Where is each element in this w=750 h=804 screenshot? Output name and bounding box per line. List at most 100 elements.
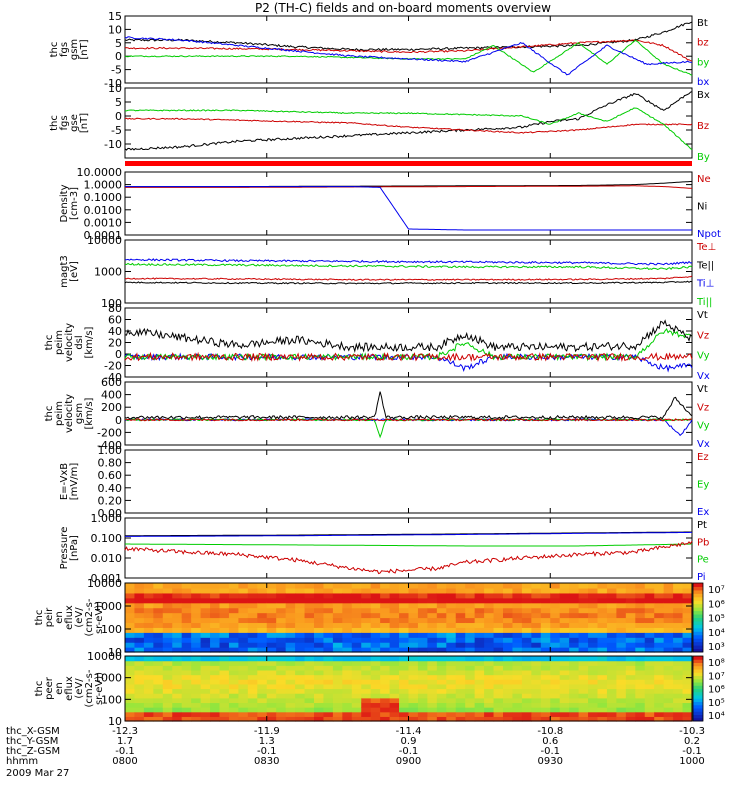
heatmap-cell: [342, 693, 353, 699]
heatmap-cell: [295, 711, 306, 717]
y-axis-label: eflux: [64, 676, 75, 701]
heatmap-cell: [540, 602, 551, 609]
heatmap-cell: [342, 592, 353, 599]
heatmap-cell: [323, 592, 334, 599]
heatmap-cell: [635, 660, 646, 666]
heatmap-cell: [446, 693, 457, 699]
heatmap-cell: [559, 583, 570, 589]
x-axis-row-label: thc_Y-GSM: [6, 736, 58, 747]
heatmap-cell: [474, 642, 485, 648]
heatmap-cell: [417, 711, 428, 717]
heatmap-cell: [465, 697, 476, 704]
heatmap-cell: [332, 627, 343, 633]
heatmap-cell: [606, 587, 617, 594]
heatmap-cell: [606, 656, 617, 662]
heatmap-cell: [332, 683, 343, 690]
x-axis-value: 0.2: [684, 736, 700, 747]
heatmap-cell: [162, 716, 173, 722]
heatmap-cell: [295, 674, 306, 680]
heatmap-cell: [606, 660, 617, 666]
heatmap-cell: [125, 627, 136, 633]
heatmap-cell: [351, 607, 362, 614]
heatmap-cell: [616, 688, 627, 694]
heatmap-cell: [616, 707, 627, 713]
heatmap-cell: [408, 716, 419, 722]
heatmap-cell: [247, 602, 258, 609]
heatmap-cell: [200, 716, 211, 722]
heatmap-cell: [606, 627, 617, 633]
heatmap-cell: [493, 711, 504, 717]
heatmap-cell: [314, 702, 325, 708]
heatmap-cell: [228, 656, 239, 662]
heatmap-cell: [503, 693, 514, 699]
y-tick-label: 15: [108, 10, 122, 23]
heatmap-cell: [228, 665, 239, 671]
heatmap-cell: [673, 627, 684, 633]
heatmap-cell: [512, 702, 523, 708]
heatmap-cell: [465, 688, 476, 694]
heatmap-cell: [143, 583, 154, 589]
heatmap-cell: [399, 607, 410, 614]
heatmap-cell: [531, 711, 542, 717]
heatmap-cell: [663, 602, 674, 609]
heatmap-cell: [238, 674, 249, 680]
heatmap-cell: [417, 612, 428, 619]
heatmap-cell: [446, 688, 457, 694]
x-axis-value: -11.9: [254, 726, 280, 737]
heatmap-cell: [673, 711, 684, 717]
heatmap-cell: [162, 632, 173, 638]
heatmap-cell: [673, 669, 684, 676]
heatmap-cell: [314, 693, 325, 699]
heatmap-cell: [257, 697, 268, 704]
y-axis-label: peer: [44, 676, 55, 700]
heatmap-cell: [455, 679, 466, 685]
heatmap-cell: [153, 617, 164, 624]
y-axis-label: E=-VxB: [59, 463, 70, 500]
heatmap-cell: [578, 688, 589, 694]
heatmap-cell: [550, 697, 561, 704]
heatmap-cell: [125, 688, 136, 694]
panel-efield: 0.000.200.400.600.801.00E=-VxB [mV/m]EzEy…: [59, 444, 709, 520]
heatmap-cell: [134, 711, 145, 717]
heatmap-cell: [446, 683, 457, 690]
heatmap-cell: [503, 587, 514, 594]
heatmap-cell: [436, 711, 447, 717]
y-tick-label: 10: [108, 82, 122, 95]
heatmap-cell: [484, 612, 495, 619]
heatmap-cell: [512, 707, 523, 713]
heatmap-cell: [512, 617, 523, 624]
heatmap-cell: [285, 697, 296, 704]
heatmap-cell: [200, 660, 211, 666]
heatmap-cell: [342, 612, 353, 619]
heatmap-cell: [465, 632, 476, 638]
y-tick-label: 200: [101, 401, 122, 414]
heatmap-cell: [569, 711, 580, 717]
heatmap-cell: [493, 693, 504, 699]
heatmap-cell: [304, 683, 315, 690]
heatmap-cell: [588, 716, 599, 722]
heatmap-cell: [276, 707, 287, 713]
heatmap-cell: [436, 647, 447, 653]
panel-frame: [124, 381, 693, 446]
heatmap-cell: [191, 583, 202, 589]
x-axis-value: -0.1: [540, 746, 560, 757]
y-axis-label: velocity: [64, 394, 75, 433]
heatmap-cell: [625, 697, 636, 704]
heatmap-cell: [351, 693, 362, 699]
heatmap-cell: [625, 602, 636, 609]
y-tick-label: 0.1000: [84, 191, 123, 204]
heatmap-cell: [370, 632, 381, 638]
heatmap-cell: [436, 597, 447, 604]
heatmap-cell: [247, 592, 258, 599]
heatmap-cell: [550, 660, 561, 666]
heatmap-cell: [162, 707, 173, 713]
y-tick-label: -20: [104, 360, 122, 373]
heatmap-cell: [521, 711, 532, 717]
heatmap-cell: [399, 711, 410, 717]
heatmap-cell: [408, 583, 419, 589]
heatmap-cell: [389, 587, 400, 594]
heatmap-cell: [446, 665, 457, 671]
heatmap-cell: [465, 642, 476, 648]
heatmap-cell: [342, 583, 353, 589]
